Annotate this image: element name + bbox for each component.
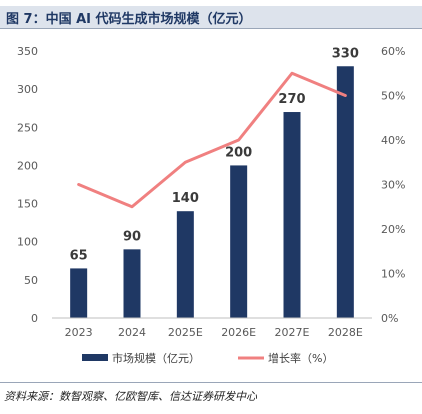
legend-line-label: 增长率（%） — [268, 351, 333, 365]
legend-bar-swatch — [82, 354, 108, 361]
bar — [70, 268, 88, 318]
y-right-tick-label: 40% — [381, 134, 405, 147]
y-left-tick-label: 200 — [17, 159, 38, 172]
y-left-tick-label: 0 — [31, 312, 38, 325]
axes-layer: 0 50 100 150 200 250 300 350 0% 10% 20% 30% 40% 50% 60… — [17, 45, 405, 339]
x-tick-label: 2027E — [275, 326, 310, 339]
y-left-tick-label: 150 — [17, 198, 38, 211]
x-tick-label: 2024 — [118, 326, 146, 339]
bar-data-label: 90 — [123, 229, 141, 244]
y-right-tick-label: 20% — [381, 223, 405, 236]
growth-line-layer — [77, 71, 347, 209]
y-right-tick-label: 50% — [381, 90, 405, 103]
growth-rate-point — [77, 183, 80, 186]
growth-rate-point — [344, 94, 347, 97]
y-left-tick-label: 300 — [17, 83, 38, 96]
y-left-tick-label: 50 — [24, 274, 38, 287]
title-divider — [0, 28, 422, 29]
bar — [176, 211, 194, 318]
bars-layer: 65 90 140 200 270 330 — [70, 46, 359, 319]
growth-rate-point — [290, 72, 294, 75]
bar-data-label: 65 — [70, 248, 88, 263]
source-note: 资料来源：数智观察、亿欧智库、信达证券研发中心 — [4, 390, 257, 403]
y-left-tick-label: 350 — [17, 45, 38, 58]
x-tick-label: 2028E — [328, 326, 363, 339]
x-tick-label: 2025E — [168, 326, 203, 339]
growth-rate-point — [184, 161, 187, 164]
legend-bar-label: 市场规模（亿元） — [112, 351, 200, 365]
x-tick-label: 2023 — [65, 326, 93, 339]
bar-data-label: 270 — [278, 92, 305, 107]
bar-data-label: 140 — [172, 191, 199, 206]
y-left-tick-label: 100 — [17, 236, 38, 249]
growth-rate-point — [130, 205, 134, 208]
x-tick-label: 2026E — [221, 326, 256, 339]
y-left-tick-label: 250 — [17, 121, 38, 134]
y-right-tick-label: 60% — [381, 45, 405, 58]
growth-rate-line — [77, 71, 347, 209]
figure-title-bar — [0, 6, 422, 28]
growth-rate-point — [237, 138, 240, 142]
legend: 市场规模（亿元） 增长率（%） — [82, 351, 333, 365]
source-divider — [0, 382, 422, 383]
bar — [230, 165, 248, 318]
bar — [283, 112, 301, 319]
bar-data-label: 200 — [225, 145, 252, 160]
bar — [336, 66, 354, 318]
bar-data-label: 330 — [332, 46, 359, 61]
bar — [123, 249, 141, 318]
y-right-tick-label: 30% — [381, 179, 405, 192]
y-right-tick-label: 0% — [381, 312, 398, 325]
figure-title: 图 7：中国 AI 代码生成市场规模（亿元） — [6, 12, 252, 27]
y-right-tick-label: 10% — [381, 268, 405, 281]
